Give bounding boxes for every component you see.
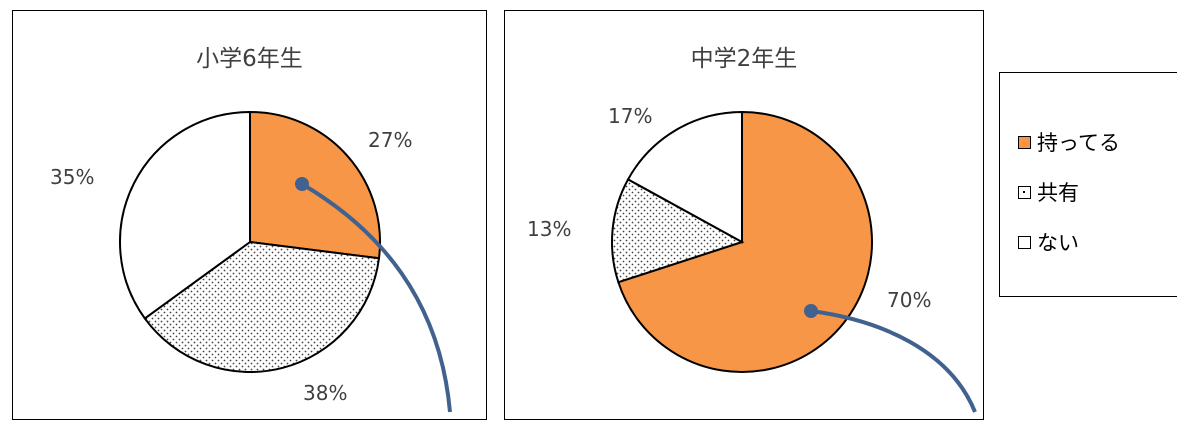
data-label-shared: 13%	[527, 217, 572, 241]
annotation-leader-line	[300, 182, 452, 413]
chart-legend: 持ってる 共有 ない	[999, 72, 1177, 297]
pie-slice-none	[626, 110, 743, 244]
legend-item-has: 持ってる	[1018, 129, 1120, 155]
legend-label: ない	[1037, 231, 1079, 255]
pie-slice-none	[119, 110, 251, 320]
chart-panel-grade6: 小学6年生 27% 38% 35%	[12, 10, 487, 420]
chart-title: 中学2年生	[690, 46, 798, 72]
pie-slice-shared	[143, 240, 381, 373]
annotation-leader-line	[810, 309, 977, 413]
legend-item-shared: 共有	[1018, 179, 1079, 205]
data-label-none: 35%	[50, 165, 95, 189]
data-label-none: 17%	[608, 104, 653, 128]
legend-swatch-none	[1018, 235, 1031, 249]
legend-label: 持ってる	[1037, 131, 1120, 155]
legend-item-none: ない	[1018, 229, 1079, 255]
data-label-has: 70%	[887, 288, 932, 312]
annotation-overlay	[295, 177, 977, 413]
legend-swatch-has	[1018, 135, 1031, 149]
chart-panel-grade8: 中学2年生 70% 13% 17%	[504, 10, 984, 420]
legend-swatch-shared	[1018, 185, 1031, 199]
data-label-has: 27%	[368, 128, 413, 152]
pie-slice-shared	[611, 178, 745, 284]
chart-title: 小学6年生	[196, 46, 303, 72]
annotation-dot	[295, 177, 309, 191]
annotation-dot	[804, 304, 818, 318]
legend-label: 共有	[1037, 181, 1079, 205]
pie-chart-grade6	[119, 110, 381, 373]
data-label-shared: 38%	[303, 381, 348, 405]
pie-slice-has	[249, 110, 381, 260]
